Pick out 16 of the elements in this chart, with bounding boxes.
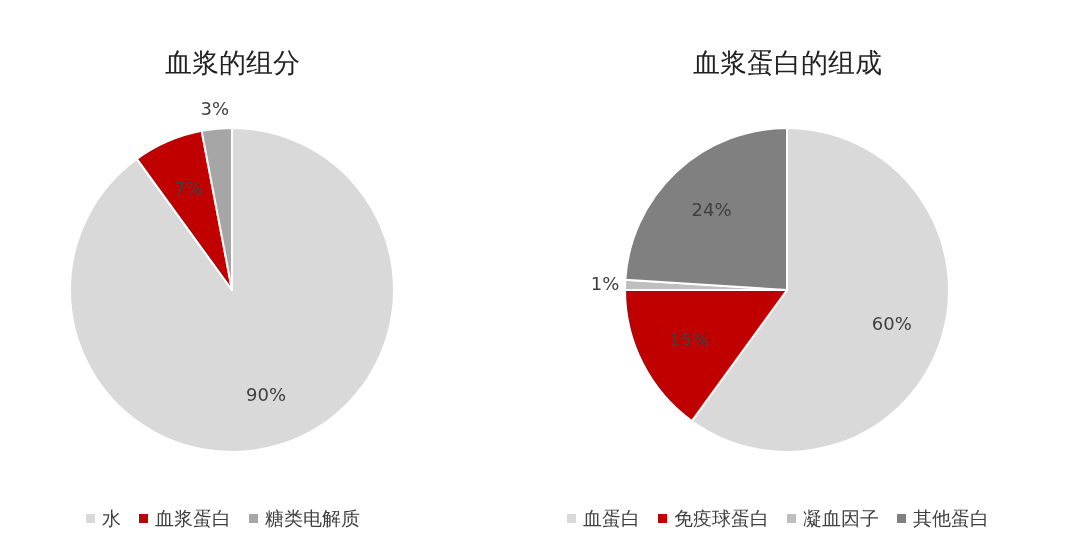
- legend-label: 其他蛋白: [913, 507, 989, 529]
- data-label: 3%: [200, 97, 230, 119]
- legend-label: 血蛋白: [583, 507, 640, 529]
- legend-label: 血浆蛋白: [155, 507, 231, 529]
- legend-label: 免疫球蛋白: [674, 507, 769, 529]
- data-label: 1%: [590, 273, 620, 295]
- data-label: 60%: [871, 313, 912, 335]
- data-label: 7%: [173, 177, 203, 199]
- legend-label: 糖类电解质: [265, 507, 360, 529]
- legend-label: 水: [102, 507, 121, 529]
- chart-title: 血浆蛋白的组成: [692, 47, 882, 78]
- chart-title: 血浆的组分: [164, 47, 300, 78]
- data-label: 90%: [246, 383, 287, 405]
- data-label: 24%: [691, 198, 732, 220]
- data-label: 15%: [668, 329, 709, 351]
- legend-label: 凝血因子: [803, 507, 879, 529]
